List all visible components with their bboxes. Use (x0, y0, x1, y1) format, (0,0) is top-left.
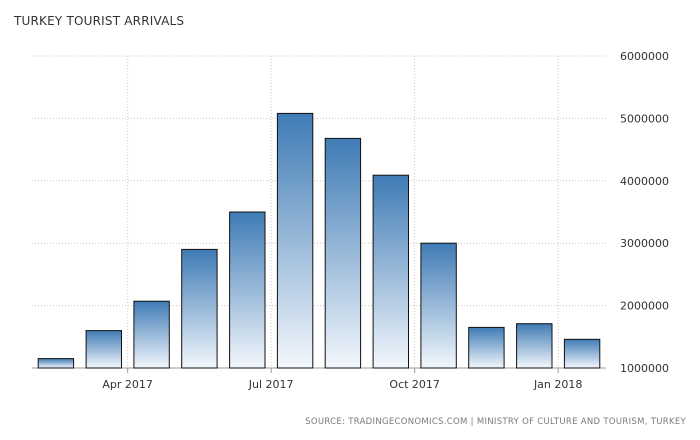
bars (37, 112, 601, 369)
y-tick-label: 3000000 (620, 237, 669, 250)
bar (85, 330, 122, 369)
chart-title: TURKEY TOURIST ARRIVALS (14, 14, 185, 28)
bar (516, 323, 553, 369)
bar (324, 137, 362, 369)
bar (181, 248, 218, 369)
y-tick-label: 6000000 (620, 50, 669, 63)
chart-source: SOURCE: TRADINGECONOMICS.COM | MINISTRY … (305, 417, 686, 427)
bar (420, 242, 457, 369)
bar (133, 300, 170, 369)
x-axis-ticks: Apr 2017 Jul 2017 Oct 2017 Jan 2018 (102, 368, 582, 391)
x-tick-label: Oct 2017 (389, 378, 440, 391)
bar (229, 211, 266, 369)
bar (37, 358, 75, 369)
x-tick-label: Jul 2017 (248, 378, 294, 391)
y-tick-label: 4000000 (620, 175, 669, 188)
bar (468, 326, 505, 369)
y-tick-label: 2000000 (620, 300, 669, 313)
grid-lines (32, 55, 606, 369)
bar (372, 174, 410, 369)
y-axis-ticks: 1000000 2000000 3000000 4000000 5000000 60000… (620, 50, 669, 375)
y-tick-label: 1000000 (620, 362, 669, 375)
bar (276, 112, 314, 369)
x-tick-label: Jan 2018 (533, 378, 582, 391)
bar (563, 338, 601, 369)
x-tick-label: Apr 2017 (102, 378, 153, 391)
y-tick-label: 5000000 (620, 112, 669, 125)
